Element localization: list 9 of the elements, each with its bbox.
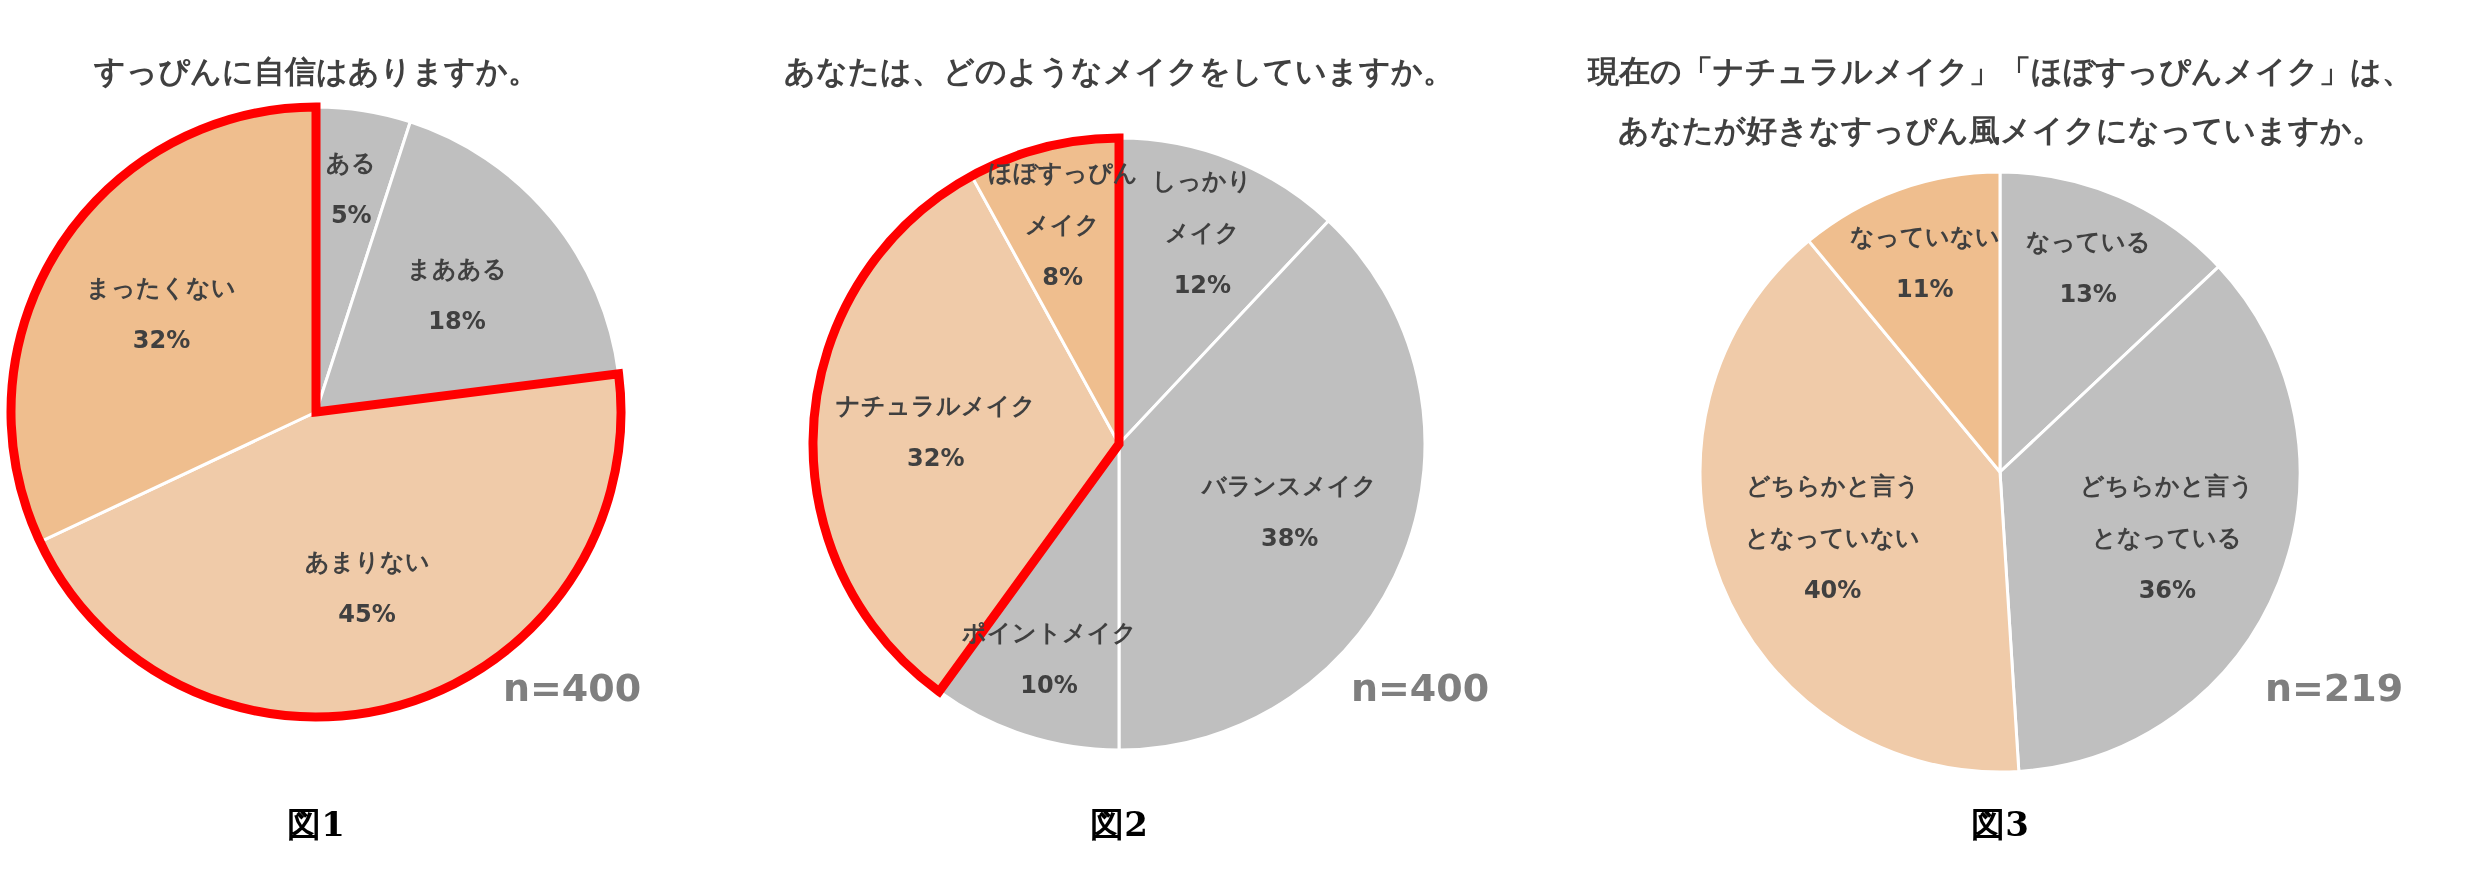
caption: 図2 xyxy=(1090,804,1148,844)
caption: 図1 xyxy=(287,804,345,844)
note: n=400 xyxy=(1350,666,1490,710)
caption: 図3 xyxy=(1971,804,2029,844)
title: あなたは、どのようなメイクをしていますか。 xyxy=(784,53,1454,89)
note: n=400 xyxy=(502,666,642,710)
note: n=219 xyxy=(2264,666,2404,710)
title: 現在の「ナチュラルメイク」「ほぼすっぴんメイク」は、あなたが好きなすっぴん風メイクになっていますか。 xyxy=(1587,53,2413,148)
title: すっぴんに自信はありますか。 xyxy=(93,53,539,89)
